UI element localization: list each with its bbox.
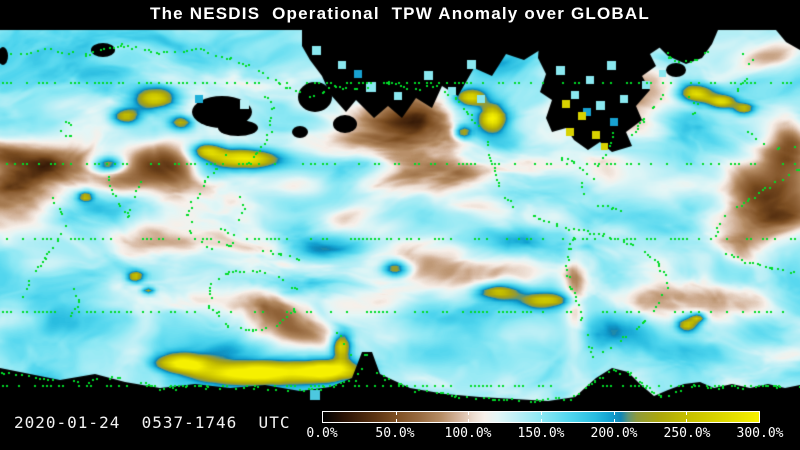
colorbar-label: 250.0% [663, 426, 711, 441]
colorbar-label: 50.0% [375, 426, 415, 441]
colorbar-label: 300.0% [736, 426, 784, 441]
colorbar-tick [541, 412, 542, 415]
colorbar-tick [686, 412, 688, 415]
datetime-label: 2020-01-24 0537-1746 UTC [14, 413, 291, 432]
colorbar-tick [686, 419, 688, 422]
colorbar-tick [468, 412, 470, 415]
colorbar-tick [395, 412, 397, 415]
colorbar-label: 100.0% [444, 426, 492, 441]
colorbar-tick [613, 419, 615, 422]
colorbar-label: 200.0% [590, 426, 638, 441]
colorbar-label: 150.0% [517, 426, 565, 441]
colorbar-gradient [322, 411, 760, 423]
colorbar-label: 0.0% [306, 426, 338, 441]
colorbar-tick [541, 419, 542, 422]
colorbar-tick [468, 419, 470, 422]
page-title: The NESDIS Operational TPW Anomaly over … [150, 4, 650, 23]
colorbar-tick [395, 419, 397, 422]
colorbar-tick [613, 412, 615, 415]
